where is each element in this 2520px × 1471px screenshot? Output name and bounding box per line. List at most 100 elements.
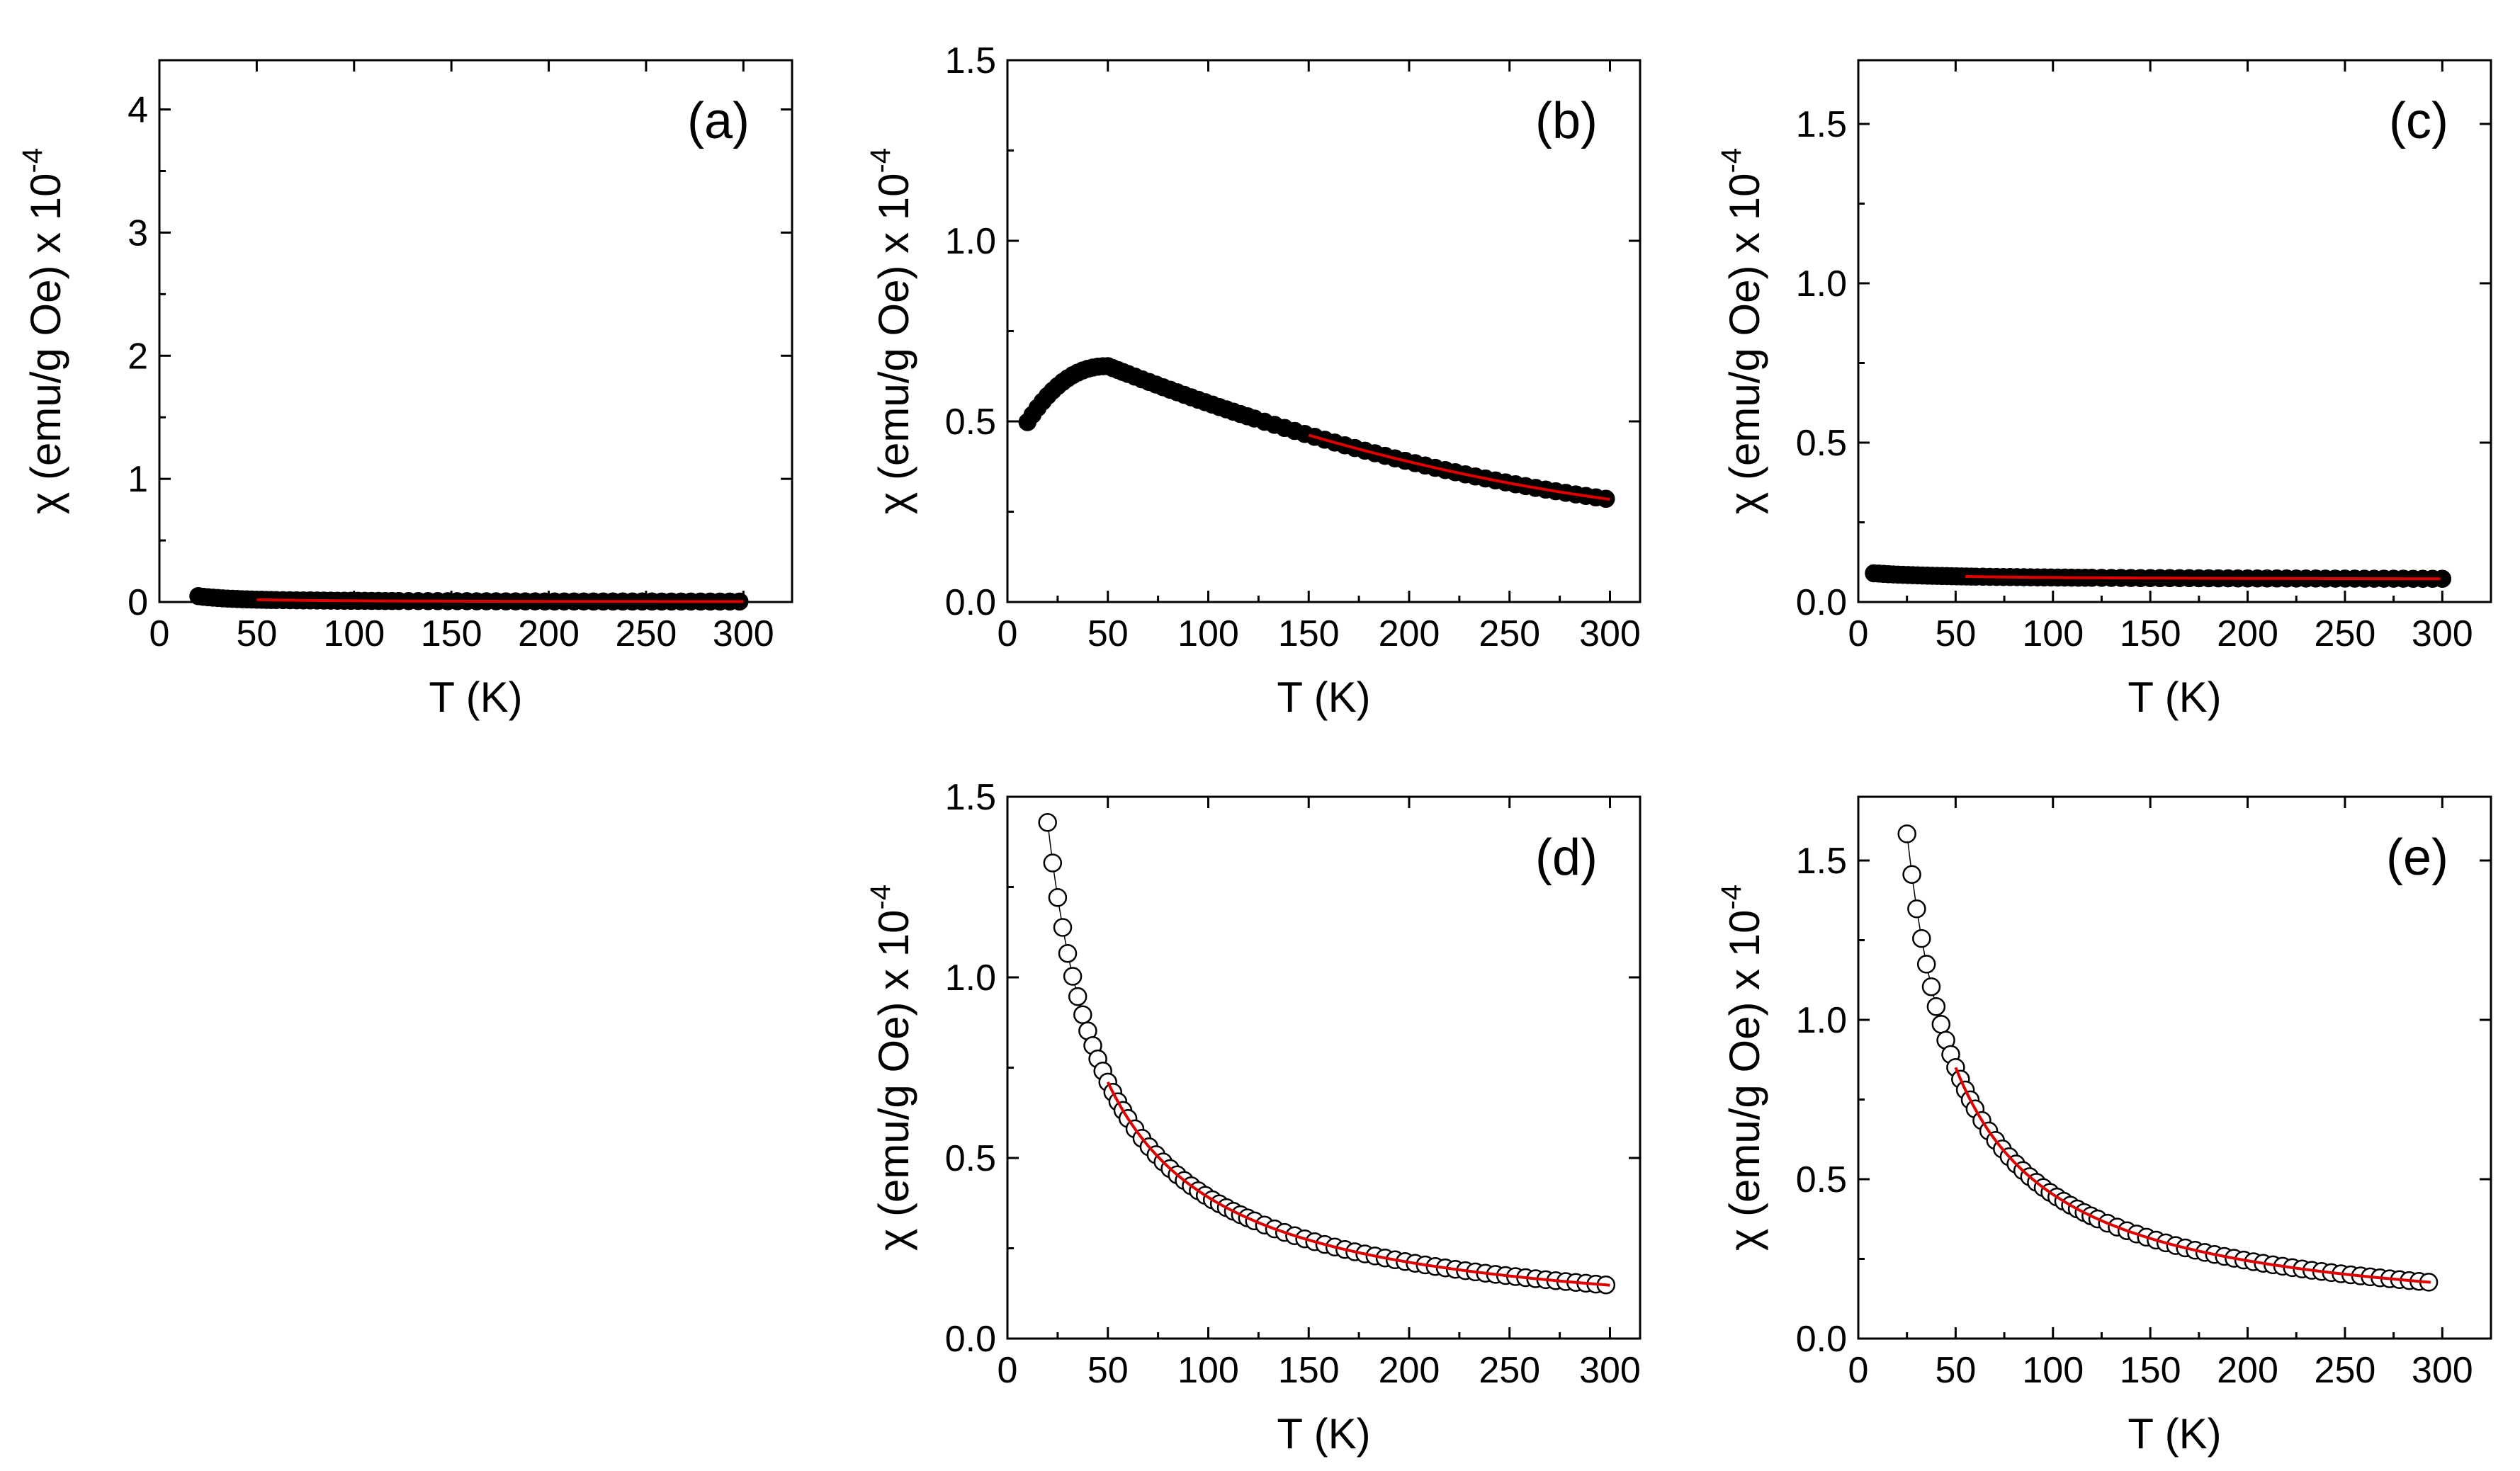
panel-label: (e) xyxy=(2386,829,2448,886)
y-tick-label: 3 xyxy=(128,212,148,254)
data-point xyxy=(1073,1005,1092,1024)
x-tick-label: 100 xyxy=(1177,1350,1239,1391)
data-point xyxy=(1043,853,1063,873)
x-axis-title: T (K) xyxy=(429,674,522,721)
y-tick-label: 1.5 xyxy=(945,777,996,818)
panel-label: (d) xyxy=(1535,829,1598,886)
y-axis-title: χ (emu/g Oe) x 10-4 xyxy=(865,148,917,514)
x-tick-label: 200 xyxy=(518,613,580,654)
y-tick-label: 0.5 xyxy=(945,1138,996,1179)
data-point xyxy=(1912,928,1931,948)
data-point xyxy=(1916,955,1936,974)
fit-line xyxy=(1106,1081,1610,1287)
x-tick-label: 300 xyxy=(2412,613,2473,654)
x-tick-label: 250 xyxy=(1479,1350,1540,1391)
y-axis-title: χ (emu/g Oe) x 10-4 xyxy=(865,885,917,1251)
panel-label: (a) xyxy=(687,93,750,149)
x-tick-label: 200 xyxy=(1379,613,1440,654)
panel-b: 0 50 100 150 200 250 300 0.0 0.5 1.0 1.5 T (K) χ (em… xyxy=(865,40,1642,721)
panel-a: 0 50 100 150 200 250 300 0 1 2 3 4 T (K) χ (emu/g Oe)… xyxy=(17,59,793,721)
data-markers xyxy=(1018,357,1615,509)
x-tick-label: 0 xyxy=(998,613,1018,654)
data-markers xyxy=(1865,564,2452,588)
x-tick-label: 100 xyxy=(2022,1350,2084,1391)
x-axis-title: T (K) xyxy=(2128,674,2221,721)
y-tick-label: 1.0 xyxy=(945,958,996,999)
x-tick-label: 250 xyxy=(2315,1350,2376,1391)
y-tick-label: 1 xyxy=(128,459,148,500)
x-tick-label: 150 xyxy=(1278,1350,1340,1391)
x-tick-label: 300 xyxy=(2412,1350,2473,1391)
y-axis-title: χ (emu/g Oe) x 10-4 xyxy=(17,148,69,514)
x-tick-label: 150 xyxy=(2120,613,2181,654)
plot-frame xyxy=(1857,795,2492,1340)
y-tick-label: 1.5 xyxy=(1796,841,1847,882)
y-tick-label: 1.0 xyxy=(1796,263,1847,305)
x-axis-title: T (K) xyxy=(1277,674,1370,721)
panel-label: (b) xyxy=(1535,93,1598,149)
x-tick-label: 0 xyxy=(998,1350,1018,1391)
x-axis-title: T (K) xyxy=(1277,1410,1370,1458)
x-tick-label: 100 xyxy=(323,613,385,654)
x-tick-label: 0 xyxy=(149,613,170,654)
data-point xyxy=(1921,977,1941,996)
panel-label: (c) xyxy=(2389,93,2448,149)
fit-line xyxy=(1965,575,2441,581)
y-axis-title: χ (emu/g Oe) x 10-4 xyxy=(1716,885,1768,1251)
x-tick-label: 50 xyxy=(1087,1350,1129,1391)
data-point xyxy=(1926,997,1946,1016)
x-tick-label: 150 xyxy=(421,613,482,654)
x-tick-label: 50 xyxy=(236,613,277,654)
x-tick-label: 0 xyxy=(1848,1350,1869,1391)
x-tick-label: 50 xyxy=(1087,613,1129,654)
y-tick-label: 0 xyxy=(128,582,148,623)
data-point xyxy=(1931,1015,1951,1034)
data-point xyxy=(1048,888,1068,907)
panel-e: 0 50 100 150 200 250 300 0.0 0.5 1.0 1.5 T (K) χ (em… xyxy=(1716,795,2492,1458)
data-point xyxy=(1058,943,1078,963)
data-point xyxy=(1038,813,1057,832)
data-point xyxy=(1053,918,1073,937)
x-tick-label: 300 xyxy=(1579,613,1641,654)
y-tick-label: 0.0 xyxy=(945,1319,996,1360)
y-tick-label: 0.5 xyxy=(1796,1159,1847,1200)
x-tick-label: 300 xyxy=(713,613,774,654)
y-tick-label: 1.5 xyxy=(1796,104,1847,145)
y-tick-label: 1.0 xyxy=(1796,1000,1847,1041)
panel-d: 0 50 100 150 200 250 300 0.0 0.5 1.0 1.5 T (K) χ (em… xyxy=(865,777,1642,1458)
x-tick-label: 100 xyxy=(2022,613,2084,654)
data-point xyxy=(1897,824,1916,844)
y-tick-label: 1.5 xyxy=(945,40,996,81)
x-tick-label: 250 xyxy=(616,613,677,654)
x-tick-label: 250 xyxy=(2315,613,2376,654)
x-tick-label: 50 xyxy=(1935,613,1976,654)
x-tick-label: 200 xyxy=(2217,1350,2278,1391)
fit-line xyxy=(256,598,744,603)
x-tick-label: 150 xyxy=(1278,613,1340,654)
y-tick-label: 0.0 xyxy=(945,582,996,623)
y-tick-label: 0.0 xyxy=(1796,1319,1847,1360)
y-tick-label: 4 xyxy=(128,90,148,131)
x-tick-label: 50 xyxy=(1935,1350,1976,1391)
plot-frame xyxy=(1857,59,2492,603)
x-tick-label: 0 xyxy=(1848,613,1869,654)
x-tick-label: 200 xyxy=(1379,1350,1440,1391)
data-point xyxy=(1902,865,1921,884)
x-tick-label: 150 xyxy=(2120,1350,2181,1391)
data-point xyxy=(1068,987,1087,1006)
y-tick-label: 0.5 xyxy=(945,402,996,443)
y-tick-label: 0.0 xyxy=(1796,582,1847,623)
x-tick-label: 100 xyxy=(1177,613,1239,654)
x-axis-title: T (K) xyxy=(2128,1410,2221,1458)
x-tick-label: 200 xyxy=(2217,613,2278,654)
fit-line xyxy=(1308,433,1610,501)
y-tick-label: 0.5 xyxy=(1796,423,1847,464)
x-tick-label: 250 xyxy=(1479,613,1540,654)
y-axis-title: χ (emu/g Oe) x 10-4 xyxy=(1716,148,1768,514)
data-point xyxy=(1063,967,1083,986)
panel-c: 0 50 100 150 200 250 300 0.0 0.5 1.0 1.5 T (K) χ (em… xyxy=(1716,59,2492,721)
x-tick-label: 300 xyxy=(1579,1350,1641,1391)
data-point xyxy=(1907,899,1926,919)
